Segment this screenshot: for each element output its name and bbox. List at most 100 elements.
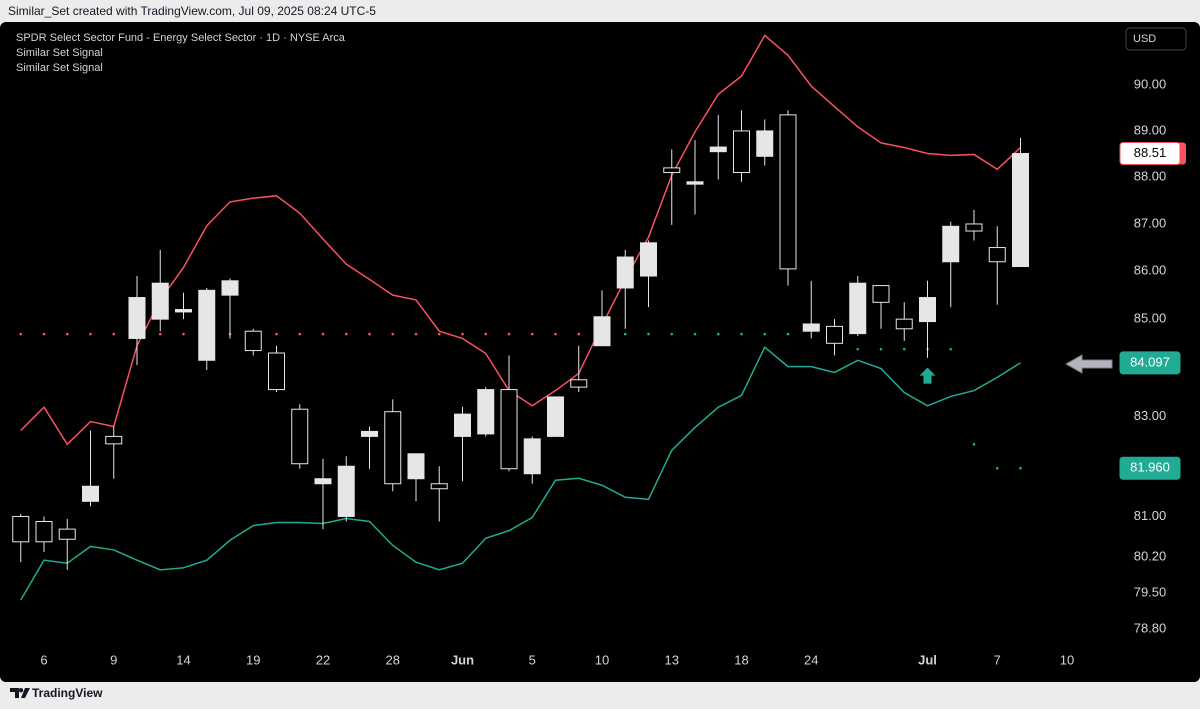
candle-body <box>802 323 820 332</box>
signal-dot <box>693 332 697 336</box>
signal-dot <box>507 332 511 336</box>
price-label: 84.097 <box>1130 354 1170 369</box>
price-label-box <box>1119 456 1181 480</box>
candle-body <box>756 130 774 157</box>
candle-body <box>570 379 588 388</box>
candle-body <box>1012 153 1029 268</box>
y-tick-label: 88.00 <box>1134 169 1167 184</box>
signal-dot <box>530 332 534 336</box>
signal-dot <box>670 332 674 336</box>
signal-dot <box>740 332 743 336</box>
candle-body <box>430 483 448 490</box>
candle-body <box>616 256 634 289</box>
x-tick-label: 7 <box>994 652 1001 667</box>
signal-dot <box>972 443 976 446</box>
y-tick-label: 87.00 <box>1134 215 1167 230</box>
signal-dot <box>89 332 92 336</box>
y-tick-label: 79.50 <box>1134 584 1167 599</box>
candle-body <box>733 130 750 174</box>
candle-body <box>547 396 564 437</box>
legend-symbol: SPDR Select Sector Fund - Energy Select … <box>16 32 346 44</box>
candle-body <box>500 389 518 470</box>
candle-body <box>407 453 425 480</box>
x-tick-label: 19 <box>246 652 260 667</box>
y-tick-label: 80.20 <box>1134 549 1167 564</box>
x-tick-label: 5 <box>529 652 536 667</box>
chart-background <box>0 22 1200 682</box>
candle-body <box>779 114 797 270</box>
candle-body <box>663 167 681 174</box>
brand-logo <box>10 688 30 698</box>
price-axis: 78.80 79.50 80.20 81.00 83.00 85.00 86.00 87.00… <box>40 77 1186 667</box>
signal-dot <box>995 466 999 470</box>
y-tick-label: 86.00 <box>1134 263 1167 278</box>
candle-body <box>988 247 1006 263</box>
candle-body <box>384 411 402 485</box>
annotation-arrow <box>1064 354 1113 374</box>
candle-body <box>942 225 960 263</box>
candle-body <box>105 435 123 445</box>
signal-dot <box>19 332 23 336</box>
candle-body <box>477 389 495 435</box>
indicator-line <box>20 34 1022 446</box>
signal-dot <box>368 332 371 336</box>
candle-body <box>709 146 727 153</box>
signal-dot <box>647 332 650 336</box>
signal-dot <box>182 332 185 336</box>
signal-dot <box>158 332 162 336</box>
candle-body <box>151 282 169 320</box>
x-tick-label: 13 <box>665 652 679 667</box>
candle-body <box>895 318 913 330</box>
signal-dot <box>298 332 302 336</box>
signal-dot <box>949 347 953 351</box>
x-tick-label: 10 <box>595 652 609 667</box>
candle-body <box>965 223 983 232</box>
candle-body <box>82 485 99 502</box>
x-tick-label: 6 <box>40 652 47 667</box>
candle-body <box>454 413 471 437</box>
x-tick-label: Jul <box>918 652 937 667</box>
signal-dot <box>112 332 116 336</box>
candle-body <box>361 430 378 437</box>
price-label: 88.51 <box>1134 145 1167 160</box>
signal-dot <box>554 332 557 336</box>
signal-dot <box>1019 466 1022 470</box>
price-label-box <box>1119 142 1181 166</box>
currency-box[interactable] <box>1125 27 1187 51</box>
candle-body <box>523 438 541 475</box>
currency[interactable]: USD <box>1133 33 1156 45</box>
candle-body <box>314 478 332 485</box>
signal-dot <box>42 332 46 336</box>
candle-body <box>919 297 936 323</box>
x-tick-label: 22 <box>316 652 330 667</box>
candle-body <box>872 285 890 303</box>
signal-dot <box>391 332 395 336</box>
signal-arrow <box>919 367 936 384</box>
signal-dot <box>414 332 418 336</box>
y-tick-label: 85.00 <box>1134 311 1167 326</box>
x-tick-label: Jun <box>451 652 474 667</box>
signal-dot <box>461 332 464 336</box>
signal-dot <box>623 332 627 336</box>
signal-dot <box>763 332 767 336</box>
signal-dot <box>879 347 883 351</box>
x-tick-label: 28 <box>386 652 400 667</box>
signal-dot <box>902 347 906 351</box>
signal-dot <box>856 347 860 351</box>
signal-dot <box>275 332 278 336</box>
y-tick-label: 90.00 <box>1134 77 1167 92</box>
x-tick-label: 10 <box>1060 652 1074 667</box>
signal-dot <box>577 332 581 336</box>
indicator-line <box>20 345 1021 601</box>
candle-body <box>593 316 611 347</box>
signal-dot <box>716 332 720 336</box>
candle-body <box>826 325 843 344</box>
y-tick-label: 89.00 <box>1134 122 1167 137</box>
candle-body <box>35 521 53 543</box>
candle-body <box>291 408 309 465</box>
candle-body <box>640 242 657 277</box>
signal-dot <box>344 332 348 336</box>
y-tick-label: 81.00 <box>1134 508 1167 523</box>
